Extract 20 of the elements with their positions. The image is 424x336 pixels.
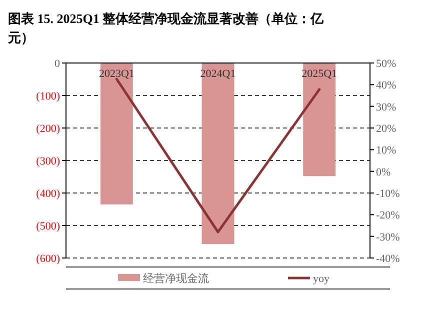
legend-label: yoy <box>313 273 330 285</box>
y-tick-label: 0 <box>54 58 60 70</box>
y-tick-label: (400) <box>36 188 60 200</box>
y2-tick-label: 0% <box>376 166 391 178</box>
y2-tick-label: 20% <box>376 123 396 135</box>
y2-tick-label: -10% <box>376 188 400 200</box>
y2-tick-label: -30% <box>376 231 400 244</box>
y2-tick-label: -20% <box>376 210 400 222</box>
y2-tick-label: 50% <box>376 58 396 70</box>
legend-label: 经营净现金流 <box>143 272 209 285</box>
y-tick-label: (200) <box>36 123 60 135</box>
y2-tick-label: 30% <box>376 101 396 114</box>
y2-tick-label: 40% <box>376 80 396 92</box>
y-tick-label: (500) <box>36 220 60 232</box>
y2-tick-label: -40% <box>376 253 400 265</box>
y-tick-label: (100) <box>36 90 60 102</box>
chart-title: 图表 15. 2025Q1 整体经营净现金流显著改善（单位：亿元） <box>7 11 325 45</box>
y-tick-label: (600) <box>36 253 60 265</box>
y-tick-label: (300) <box>36 156 60 168</box>
y2-tick-label: 10% <box>376 144 396 157</box>
